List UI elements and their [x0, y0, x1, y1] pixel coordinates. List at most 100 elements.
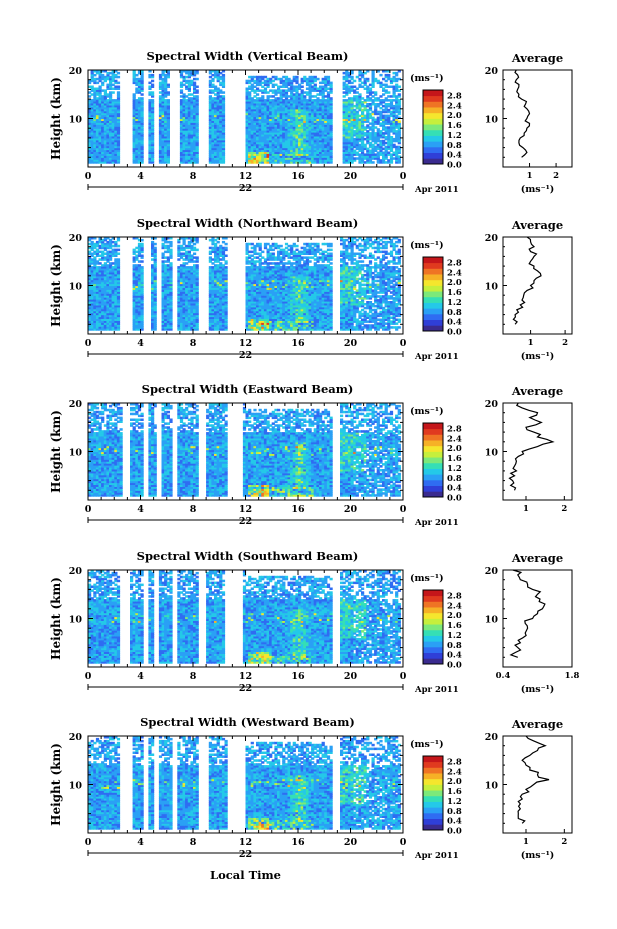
- heatmap-cell: [135, 285, 139, 288]
- heatmap-cell: [214, 149, 218, 152]
- heatmap-cell: [342, 130, 346, 133]
- heatmap-cell: [109, 132, 113, 135]
- heatmap-cell: [389, 153, 394, 156]
- heatmap-cell: [148, 159, 152, 162]
- heatmap-cell: [148, 126, 152, 129]
- heatmap-cell: [292, 139, 296, 143]
- heatmap-cell: [95, 130, 100, 133]
- heatmap-cell: [290, 132, 294, 135]
- heatmap-cell: [101, 106, 105, 110]
- heatmap-cell: [282, 134, 286, 137]
- colorbar-tick-label: 1.6: [447, 121, 462, 131]
- heatmap-cell: [88, 91, 92, 94]
- heatmap-cell: [214, 153, 218, 156]
- heatmap-cell: [269, 139, 273, 143]
- heatmap-cell: [358, 70, 362, 73]
- heatmap-cell: [132, 120, 136, 123]
- heatmap-cell: [326, 93, 331, 96]
- heatmap-cell: [347, 91, 352, 94]
- heatmap-cell: [103, 326, 107, 329]
- heatmap-cell: [282, 103, 286, 106]
- heatmap-cell: [140, 130, 144, 133]
- heatmap-cell: [250, 110, 254, 114]
- heatmap-cell: [116, 139, 121, 143]
- heatmap-cell: [305, 112, 310, 116]
- heatmap-cell: [271, 155, 275, 158]
- heatmap-cell: [111, 250, 115, 254]
- heatmap-cell: [137, 134, 142, 137]
- heatmap-cell: [93, 161, 97, 164]
- heatmap-cell: [256, 157, 260, 160]
- heatmap-cell: [248, 153, 252, 156]
- heatmap-cell: [90, 134, 94, 137]
- heatmap-cell: [98, 306, 102, 310]
- heatmap-cell: [395, 124, 399, 127]
- heatmap-cell: [101, 252, 105, 255]
- heatmap-cell: [132, 99, 136, 102]
- heatmap-cell: [250, 126, 254, 129]
- heatmap-cell: [269, 149, 273, 152]
- heatmap-cell: [277, 134, 281, 137]
- heatmap-cell: [250, 89, 254, 92]
- heatmap-cell: [137, 79, 142, 83]
- heatmap-cell: [282, 137, 286, 141]
- heatmap-cell: [324, 155, 328, 158]
- heatmap-cell: [90, 268, 94, 271]
- heatmap-cell: [376, 128, 380, 131]
- heatmap-cell: [266, 108, 270, 112]
- heatmap-cell: [135, 122, 139, 125]
- heatmap-cell: [219, 116, 223, 120]
- heatmap-cell: [279, 145, 283, 149]
- heatmap-cell: [208, 106, 212, 110]
- heatmap-cell: [321, 112, 325, 116]
- heatmap-cell: [284, 136, 289, 139]
- heatmap-cell: [137, 130, 142, 133]
- heatmap-cell: [397, 149, 401, 152]
- heatmap-cell: [187, 70, 191, 73]
- heatmap-cell: [271, 134, 275, 137]
- heatmap-cell: [93, 114, 97, 118]
- heatmap-cell: [355, 104, 359, 108]
- heatmap-cell: [221, 118, 226, 121]
- heatmap-cell: [179, 114, 184, 118]
- heatmap-cell: [182, 134, 186, 137]
- heatmap-cell: [253, 161, 257, 164]
- heatmap-cell: [303, 122, 307, 125]
- heatmap-cell: [216, 79, 220, 83]
- heatmap-cell: [93, 270, 97, 273]
- heatmap-cell: [319, 85, 323, 88]
- heatmap-cell: [374, 134, 378, 137]
- heatmap-cell: [93, 108, 97, 112]
- heatmap-cell: [245, 124, 249, 127]
- heatmap-cell: [140, 137, 144, 141]
- heatmap-cell: [290, 134, 294, 137]
- heatmap-cell: [366, 110, 370, 114]
- heatmap-cell: [361, 103, 365, 106]
- heatmap-cell: [90, 157, 94, 160]
- heatmap-cell: [208, 112, 212, 116]
- heatmap-cell: [313, 110, 317, 114]
- heatmap-cell: [90, 132, 94, 135]
- heatmap-cell: [103, 270, 107, 273]
- heatmap-cell: [116, 291, 121, 294]
- heatmap-cell: [135, 287, 139, 290]
- heatmap-cell: [342, 114, 346, 118]
- heatmap-cell: [193, 89, 197, 92]
- heatmap-cell: [208, 70, 212, 73]
- heatmap-cell: [182, 104, 186, 108]
- colorbar-tick-label: 0.4: [447, 151, 462, 161]
- heatmap-cell: [284, 161, 289, 164]
- heatmap-cell: [111, 287, 115, 290]
- heatmap-cell: [392, 124, 396, 127]
- heatmap-cell: [397, 116, 401, 120]
- heatmap-cell: [109, 287, 113, 290]
- heatmap-cell: [106, 137, 110, 141]
- heatmap-cell: [166, 99, 170, 102]
- heatmap-cell: [245, 104, 249, 108]
- heatmap-cell: [353, 149, 357, 152]
- heatmap-cell: [269, 79, 273, 83]
- heatmap-cell: [248, 137, 252, 141]
- heatmap-cell: [208, 151, 212, 154]
- heatmap-cell: [195, 143, 199, 147]
- heatmap-cell: [256, 110, 260, 114]
